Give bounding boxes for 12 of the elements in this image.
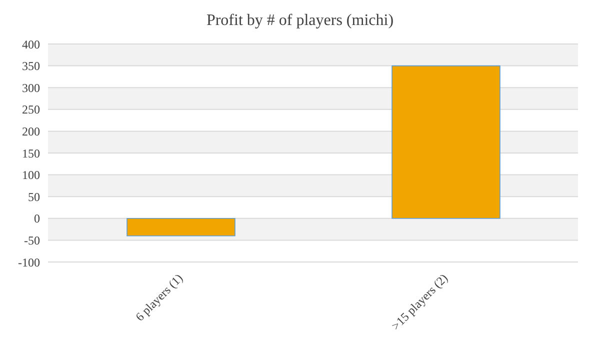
y-tick-label: 100: [22, 168, 40, 182]
y-tick-label: 300: [22, 80, 40, 95]
y-tick-label: -50: [24, 233, 40, 248]
y-tick-label: 150: [22, 146, 40, 160]
y-tick-label: -100: [18, 255, 40, 270]
y-tick-label: 0: [34, 212, 40, 226]
y-tick-label: 400: [22, 37, 40, 52]
y-tick-label: 50: [28, 190, 40, 204]
y-tick-label: 350: [22, 59, 40, 74]
y-tick-label: 250: [22, 102, 40, 117]
chart-title: Profit by # of players (michi): [205, 11, 395, 31]
y-tick-label: 200: [22, 124, 40, 138]
